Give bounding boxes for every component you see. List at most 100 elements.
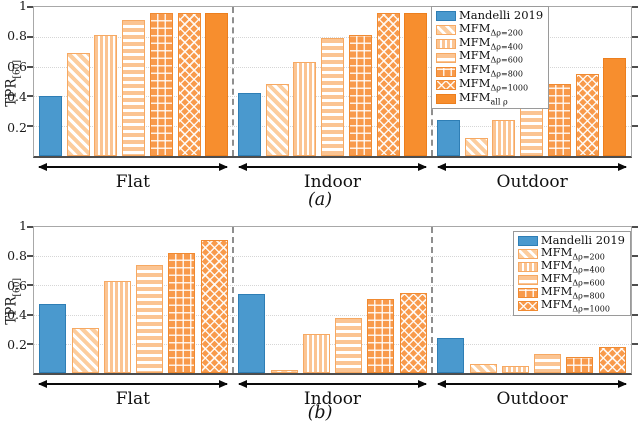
bar-flat-mfm-400: [94, 35, 118, 156]
legend-entry-mfm-400: MFMΔρ=400: [436, 36, 543, 51]
grid-hatch-swatch: [517, 287, 538, 298]
bar-flat-mfm-200: [66, 53, 90, 156]
legend-entry-mfm-600: MFMΔρ=600: [436, 48, 543, 65]
group-separator-1: [231, 7, 234, 156]
bar-flat-mfm-800: [149, 12, 173, 156]
solid-blue-swatch: [436, 10, 456, 21]
legend-entry-mfm-800: MFMΔρ=800: [517, 285, 625, 300]
bar-indoor-mfm-200: [270, 370, 298, 373]
grid-hatch-swatch: [436, 66, 456, 77]
bar-indoor-mfm-1000: [376, 12, 400, 156]
category-label-flat: Flat: [115, 389, 150, 409]
solid-blue-swatch: [517, 235, 538, 246]
gridline-0.6: [34, 285, 631, 287]
bar-group-outdoor: [432, 7, 631, 156]
gridline-0.4: [34, 314, 631, 316]
group-separator-1: [231, 227, 234, 373]
category-extent-arrow-outdoor: [437, 380, 627, 388]
axis-tick-0.8: [632, 255, 638, 258]
axis-tick-0.4: [27, 313, 33, 316]
gridline-0.2: [34, 343, 631, 345]
category-extent-arrow-flat: [38, 163, 228, 171]
category-outdoor: Outdoor: [432, 377, 632, 429]
bar-group-flat: [34, 7, 233, 156]
category-extent-arrow-indoor: [237, 380, 427, 388]
bar-group-indoor: [233, 7, 432, 156]
bar-indoor-mfm-600: [321, 38, 344, 156]
bar-indoor-mfm-200: [265, 84, 289, 156]
axis-tick-0.6: [632, 65, 638, 68]
legend-entry-mfm-1000: MFMΔρ=1000: [517, 296, 625, 314]
vert-stripe-swatch: [436, 38, 456, 49]
bar-outdoor-mfm-800: [566, 356, 594, 373]
group-separator-2: [430, 227, 433, 373]
bar-outdoor-mfm-all: [603, 57, 627, 156]
legend-label-mfm-200: MFMΔρ=200: [459, 20, 523, 37]
bar-group-indoor: [233, 227, 432, 373]
category-axis: Flat Indoor Outdoor: [33, 377, 632, 429]
bar-indoor-mandelli-2019: [237, 93, 261, 156]
axis-tick-0.2: [632, 342, 638, 345]
y-tick-label-1: 1: [19, 0, 27, 13]
diag-stripe-swatch: [436, 24, 456, 35]
bar-indoor-mfm-1000: [399, 292, 427, 373]
gridline-0.8: [34, 36, 631, 38]
bar-outdoor-mfm-400: [492, 120, 516, 156]
y-tick-label-0.8: 0.8: [7, 247, 27, 263]
bar-indoor-mfm-600: [335, 317, 363, 373]
cross-hatch-swatch: [517, 301, 538, 312]
bar-indoor-mfm-800: [348, 35, 372, 156]
bar-flat-mfm-400: [103, 281, 131, 373]
category-label-indoor: Indoor: [303, 172, 362, 192]
axis-tick-1: [27, 6, 33, 8]
bar-groups: [34, 7, 631, 156]
vert-stripe-swatch: [517, 261, 538, 272]
bar-flat-mfm-600: [136, 264, 164, 373]
legend-entry-mandelli-2019: Mandelli 2019: [517, 234, 625, 247]
horiz-stripe-swatch: [436, 52, 456, 63]
legend-entry-mfm-1000: MFMΔρ=1000: [436, 78, 543, 92]
legend-label-mfm-1000: MFMΔρ=1000: [540, 296, 610, 314]
bar-outdoor-mfm-400: [501, 365, 529, 373]
y-tick-label-0.4: 0.4: [7, 307, 27, 323]
subfigure-caption: (a): [307, 190, 333, 210]
y-tick-label-0.6: 0.6: [7, 58, 27, 74]
legend-label-mfm-1000: MFMΔρ=1000: [459, 76, 529, 93]
bar-flat-mfm-1000: [177, 12, 201, 156]
category-flat: Flat: [33, 377, 233, 429]
axis-tick-0.6: [27, 65, 33, 68]
axis-tick-0.6: [27, 284, 33, 287]
bar-indoor-mfm-800: [367, 298, 395, 373]
bar-groups: [34, 227, 631, 373]
category-label-indoor: Indoor: [303, 389, 362, 409]
legend-label-mfm-200: MFMΔρ=200: [540, 244, 605, 261]
legend: Mandelli 2019 MFMΔρ=200 MFMΔρ=400 MFMΔρ=600…: [431, 6, 550, 110]
bar-flat-mandelli-2019: [39, 304, 67, 373]
y-tick-label-0.8: 0.8: [7, 28, 27, 44]
legend-label-mandelli-2019: Mandelli 2019: [459, 8, 544, 23]
legend-entry-mfm-400: MFMΔρ=400: [517, 259, 625, 273]
legend-label-mfm-600: MFMΔρ=600: [540, 270, 605, 287]
legend-entry-mfm-200: MFMΔρ=200: [436, 20, 543, 37]
bar-outdoor-mandelli-2019: [437, 337, 465, 373]
bar-outdoor-mfm-600: [534, 354, 562, 373]
category-axis: Flat Indoor Outdoor: [33, 160, 632, 212]
legend-entry-mandelli-2019: Mandelli 2019: [436, 9, 543, 23]
bar-flat-mandelli-2019: [38, 96, 62, 156]
category-extent-arrow-outdoor: [437, 163, 627, 171]
axis-tick-0.2: [27, 125, 33, 128]
bar-flat-mfm-200: [71, 327, 99, 373]
diag-stripe-swatch: [517, 248, 538, 259]
y-tick-label-1: 1: [19, 218, 27, 233]
subfigure-caption: (b): [307, 403, 333, 423]
axis-tick-0.4: [632, 95, 638, 98]
legend-label-mfm-600: MFMΔρ=600: [459, 48, 523, 65]
bar-indoor-mfm-400: [293, 62, 317, 156]
cross-hatch-swatch: [436, 80, 456, 91]
category-extent-arrow-indoor: [237, 163, 427, 171]
axis-tick-1: [27, 226, 33, 228]
solid-orange-swatch: [436, 94, 456, 105]
y-axis-tick-labels: 0.2 0.4 0.6 0.8 1: [0, 218, 30, 375]
plot-area: Mandelli 2019 MFMΔρ=200 MFMΔρ=400 MFMΔρ=600…: [27, 6, 638, 158]
